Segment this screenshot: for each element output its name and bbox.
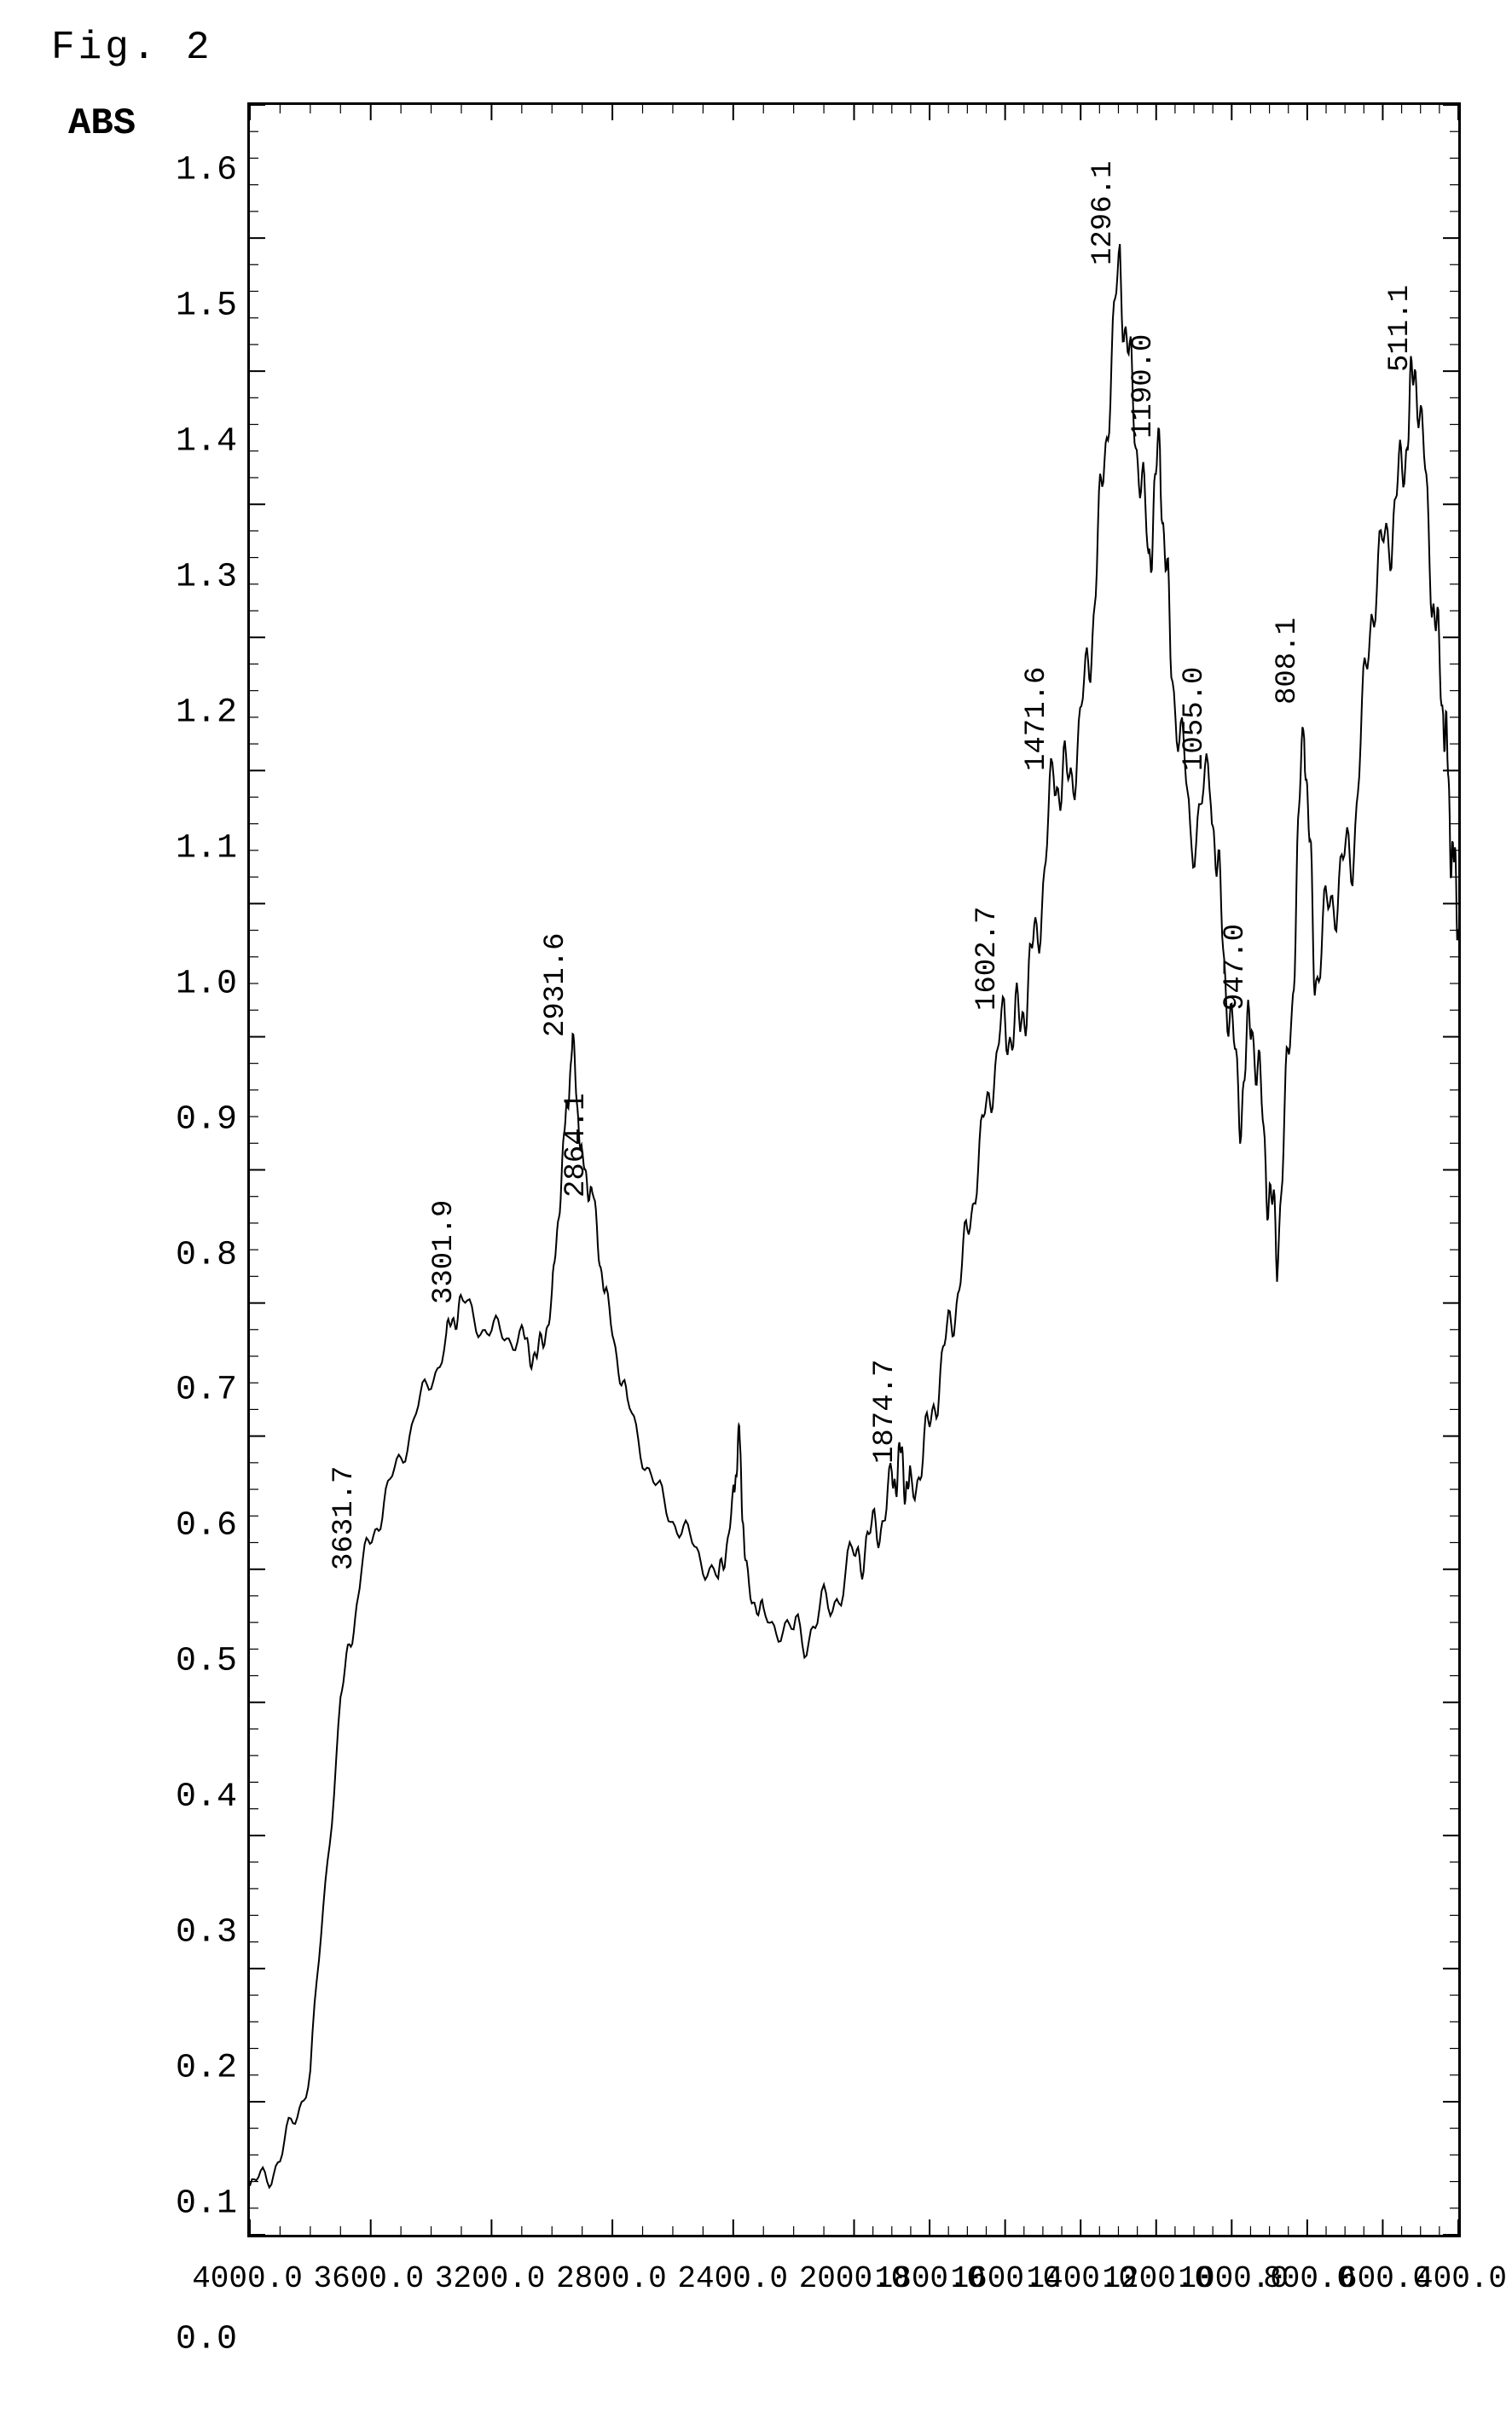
y-tick-label: 1.1	[118, 829, 237, 867]
peak-label: 1190.0	[1127, 334, 1160, 438]
x-tick-label: 2400.0	[677, 2261, 788, 2296]
page: Fig. 2 ABS 1.61.51.41.31.21.11.00.90.80.…	[0, 0, 1512, 2425]
x-tick-label: 3200.0	[435, 2261, 546, 2296]
chart-and-x-axis: 3631.7 3301.9 2931.6 2864.1 1874.7 1602.7 1471…	[247, 102, 1461, 2340]
peak-label: 1055.0	[1179, 667, 1211, 771]
x-tick-label: 400.0	[1415, 2261, 1507, 2296]
y-tick-label: 0.1	[118, 2185, 237, 2224]
x-tick-label: 3600.0	[313, 2261, 424, 2296]
x-tick-label: 2800.0	[556, 2261, 667, 2296]
spectrum-svg	[250, 105, 1458, 2235]
y-tick-label: 0.5	[118, 1643, 237, 1681]
peak-label: 1296.1	[1087, 161, 1120, 265]
peak-label: 511.1	[1384, 285, 1416, 372]
peak-label: 3301.9	[428, 1199, 461, 1303]
plot-container: ABS 1.61.51.41.31.21.11.00.90.80.70.60.5…	[94, 102, 1461, 2340]
y-tick-label: 1.0	[118, 965, 237, 1003]
y-axis: ABS 1.61.51.41.31.21.11.00.90.80.70.60.5…	[94, 102, 247, 2340]
y-tick-labels: 1.61.51.41.31.21.11.00.90.80.70.60.50.40…	[94, 171, 247, 2340]
peak-label: 808.1	[1272, 618, 1304, 705]
y-tick-label: 0.7	[118, 1372, 237, 1410]
y-tick-label: 1.4	[118, 422, 237, 461]
y-tick-label: 1.6	[118, 152, 237, 190]
peak-label: 1874.7	[869, 1359, 901, 1463]
y-tick-label: 1.3	[118, 558, 237, 596]
peak-label: 1602.7	[971, 907, 1004, 1011]
x-tick-labels: 4000.03600.03200.02800.02400.02000.01800…	[247, 2237, 1461, 2340]
peak-label: 2864.1	[560, 1093, 593, 1197]
y-tick-label: 0.3	[118, 1914, 237, 1952]
peak-label: 2931.6	[540, 933, 572, 1037]
peak-label: 3631.7	[328, 1465, 361, 1569]
chart-area: 3631.7 3301.9 2931.6 2864.1 1874.7 1602.7 1471…	[247, 102, 1461, 2237]
peak-label: 947.0	[1219, 924, 1252, 1011]
figure-title: Fig. 2	[51, 26, 213, 70]
y-tick-label: 0.2	[118, 2050, 237, 2088]
y-tick-label: 1.2	[118, 693, 237, 732]
y-tick-label: 0.0	[118, 2321, 237, 2359]
peak-label: 1471.6	[1021, 667, 1053, 771]
y-tick-label: 0.6	[118, 1507, 237, 1546]
y-tick-label: 0.4	[118, 1778, 237, 1817]
x-tick-label: 4000.0	[192, 2261, 303, 2296]
y-tick-label: 0.8	[118, 1236, 237, 1274]
y-tick-label: 1.5	[118, 287, 237, 325]
y-tick-label: 0.9	[118, 1100, 237, 1139]
